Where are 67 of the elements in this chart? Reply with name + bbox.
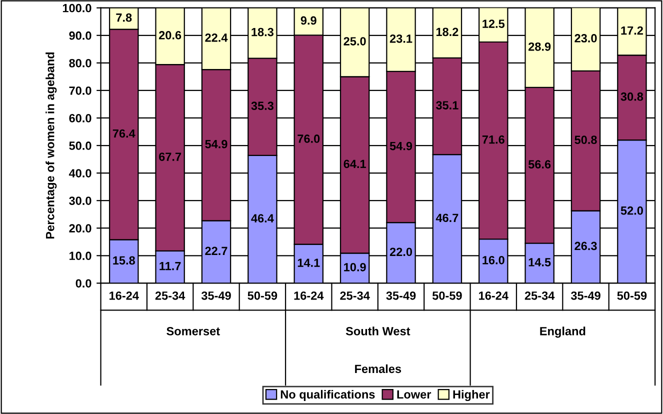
text: Somerset <box>166 326 220 336</box>
y-tick-label: 90.0 <box>69 31 92 40</box>
y-tick-label: 0.0 <box>76 279 92 288</box>
data-label: 35.1 <box>436 101 458 110</box>
y-tick-label: 80.0 <box>69 58 92 68</box>
data-label: 14.1 <box>298 258 320 267</box>
x-tick-label: 35-49 <box>201 291 231 300</box>
data-label: 18.3 <box>252 28 274 36</box>
x-tick-label: 25-34 <box>524 291 555 300</box>
data-label: 15.8 <box>113 256 135 265</box>
x-tick-label: 35-49 <box>386 291 416 300</box>
y-tick-label: 30.0 <box>69 196 92 205</box>
data-label: 71.6 <box>482 135 504 144</box>
text: Females <box>355 364 402 374</box>
legend-label: Lower <box>397 390 432 399</box>
data-label: 7.8 <box>116 13 132 22</box>
data-label: 25.0 <box>344 37 366 46</box>
data-label: 20.6 <box>158 31 182 40</box>
y-tick-label: 10.0 <box>70 252 92 260</box>
legend-label: No qualifications <box>280 390 375 401</box>
x-tick-label: 50-59 <box>617 291 647 300</box>
data-label: 23.1 <box>390 34 412 43</box>
x-tick-label: 25-34 <box>155 291 186 300</box>
y-axis-title: Percentage of women in ageband <box>46 52 57 239</box>
data-label: 22.4 <box>205 34 228 42</box>
data-label: 54.9 <box>205 140 228 148</box>
x-tick-label: 25-34 <box>340 291 370 300</box>
x-tick-label: 50-59 <box>432 291 462 300</box>
data-label: 52.0 <box>620 206 643 215</box>
data-label: 54.9 <box>390 142 412 150</box>
data-label: 9.9 <box>300 16 316 25</box>
y-tick-label: 100.0 <box>62 4 92 12</box>
data-label: 76.4 <box>112 129 136 138</box>
text: England <box>540 326 586 338</box>
x-tick-label: 16-24 <box>479 291 508 300</box>
data-label: 18.2 <box>436 28 458 36</box>
data-label: 30.8 <box>620 92 644 101</box>
data-label: 22.0 <box>390 248 412 256</box>
data-label: 46.4 <box>251 214 274 222</box>
data-label: 76.0 <box>298 134 320 143</box>
data-label: 12.5 <box>482 20 505 28</box>
data-label: 23.0 <box>574 34 597 42</box>
y-tick-label: 50.0 <box>69 142 92 150</box>
data-label: 64.1 <box>344 160 366 168</box>
data-label: 11.7 <box>160 262 181 270</box>
x-tick-label: 16-24 <box>110 291 139 300</box>
data-label: 67.7 <box>159 152 182 161</box>
x-tick-label: 35-49 <box>570 291 600 300</box>
y-tick-label: 60.0 <box>69 114 92 122</box>
data-label: 35.3 <box>251 102 274 110</box>
data-label: 16.0 <box>482 256 504 264</box>
data-label: 46.7 <box>436 214 458 222</box>
x-tick-label: 16-24 <box>294 291 324 300</box>
y-tick-label: 20.0 <box>69 224 92 233</box>
y-tick-label: 40.0 <box>68 169 92 178</box>
data-label: 22.7 <box>205 246 228 255</box>
data-label: 26.3 <box>574 242 597 250</box>
y-tick-label: 70.0 <box>69 86 92 95</box>
x-tick-label: 50-59 <box>248 291 278 300</box>
data-label: 17.2 <box>621 26 643 35</box>
data-label: 10.9 <box>344 262 366 272</box>
data-label: 14.5 <box>528 258 551 266</box>
legend-label: Higher <box>453 390 490 402</box>
data-label: 50.8 <box>574 136 597 144</box>
data-label: 56.6 <box>528 160 551 169</box>
data-label: 28.9 <box>528 42 551 51</box>
text: South West <box>346 326 410 336</box>
